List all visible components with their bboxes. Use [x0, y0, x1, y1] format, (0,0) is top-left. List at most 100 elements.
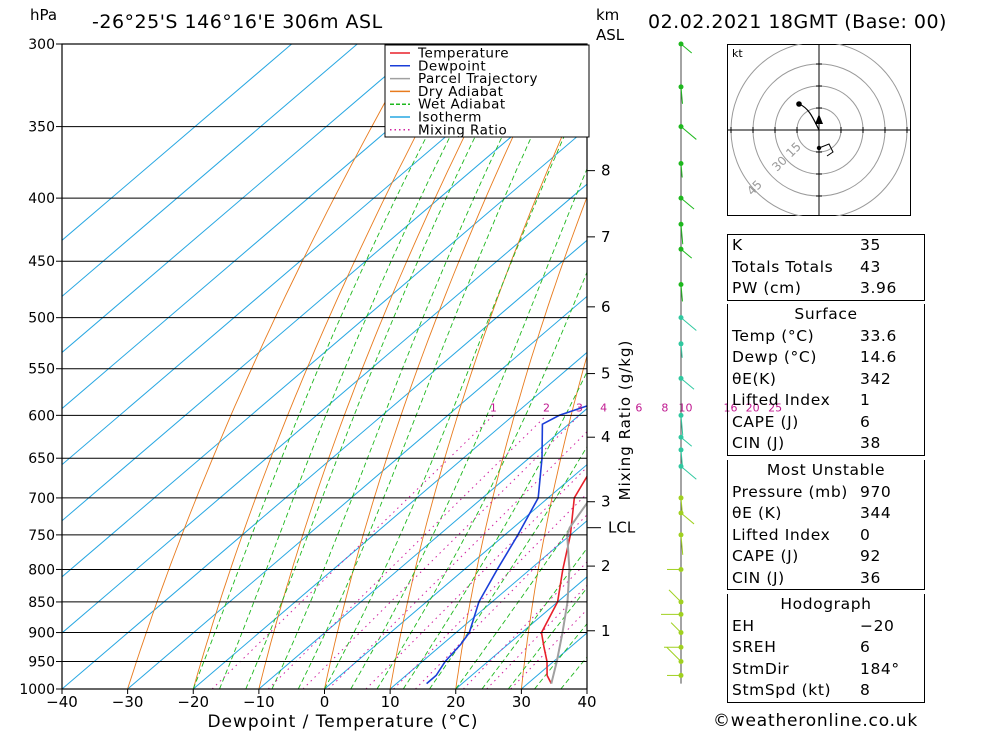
wet-adiabat-line — [192, 44, 476, 689]
row-value: 6 — [860, 412, 871, 431]
surface-row: CAPE (J) 6 — [728, 412, 924, 434]
x-tick-label: −40 — [46, 693, 78, 711]
mixing-ratio-line — [302, 414, 580, 689]
row-value: 0 — [860, 525, 871, 544]
hodograph-storm-motion-marker — [816, 145, 822, 151]
surface-row: θE(K) 342 — [728, 369, 924, 391]
wet-adiabat-line — [507, 587, 587, 689]
isotherm-line — [62, 44, 489, 410]
mixing-ratio-label: 10 — [679, 401, 693, 414]
surface-row: Temp (°C) 33.6 — [728, 326, 924, 348]
height-tick-label: 1 — [601, 622, 611, 640]
wet-adiabat-line — [324, 84, 587, 689]
lcl-label: LCL — [608, 519, 636, 537]
surface-row: Lifted Index 1 — [728, 390, 924, 412]
series-line-parcel-trajectory — [550, 501, 587, 684]
legend-entry-label: Parcel Trajectory — [418, 71, 538, 87]
hodo-table-row: EH −20 — [728, 616, 924, 638]
mixing-ratio-label: 20 — [746, 401, 760, 414]
height-tick-label: 6 — [601, 298, 611, 316]
hodo-table-row: StmDir 184° — [728, 659, 924, 681]
row-label: Lifted Index — [732, 391, 831, 409]
hodo-table-row: SREH 6 — [728, 637, 924, 659]
height-tick-label: 3 — [601, 493, 611, 511]
pressure-tick-label: 1000 — [19, 682, 55, 698]
wind-barb — [680, 497, 683, 512]
pressure-tick-label: 300 — [28, 37, 55, 53]
row-value: 3.96 — [860, 279, 897, 297]
indices-table: K 35 Totals Totals 43 PW (cm) 3.96 — [727, 234, 925, 301]
isotherm-line — [62, 71, 587, 522]
row-value: 36 — [860, 568, 881, 587]
row-value: 6 — [860, 638, 871, 656]
wind-barb — [670, 622, 682, 633]
wet-adiabat-line — [219, 44, 498, 689]
most-unstable-title: Most Unstable — [766, 461, 886, 479]
wind-barb — [680, 43, 693, 54]
legend-entry-label: Wet Adiabat — [418, 97, 506, 113]
row-value: 33.6 — [860, 326, 897, 345]
height-tick-label: 5 — [601, 365, 611, 383]
wind-barb — [680, 126, 697, 140]
isotherm-line — [127, 295, 587, 689]
pressure-tick-label: 400 — [28, 191, 55, 207]
dry-adiabat-line — [967, 44, 1000, 689]
pressure-tick-label: 550 — [28, 362, 55, 378]
row-value: 14.6 — [860, 348, 897, 366]
pressure-tick-label: 950 — [28, 655, 55, 671]
height-tick-label: 7 — [601, 228, 611, 246]
isotherm-line — [62, 44, 555, 466]
row-label: StmSpd (kt) — [732, 681, 832, 699]
mixing-ratio-label: 8 — [661, 401, 668, 414]
row-label: EH — [732, 616, 755, 635]
indices-row: K 35 — [728, 235, 924, 257]
isotherm-line — [62, 127, 587, 578]
row-label: CAPE (J) — [732, 547, 799, 565]
legend-box — [384, 44, 590, 138]
row-value: 8 — [860, 681, 871, 699]
pressure-tick-label: 650 — [28, 451, 55, 467]
row-label: θE(K) — [732, 369, 777, 388]
isotherm-line — [455, 576, 587, 689]
height-unit-asl-label: ASL — [596, 26, 625, 44]
isotherm-line — [389, 520, 587, 689]
row-label: Dewp (°C) — [732, 348, 817, 366]
hodo-table-row: StmSpd (kt) 8 — [728, 680, 924, 702]
wind-barb — [680, 377, 695, 390]
mixing-ratio-label: 1 — [490, 401, 497, 414]
legend-entry-label: Isotherm — [418, 110, 482, 126]
isotherm-line — [258, 407, 587, 689]
most-unstable-row: Lifted Index 0 — [728, 525, 924, 547]
wind-barb — [666, 647, 682, 662]
row-label: K — [732, 236, 743, 254]
hodograph-end-marker — [796, 101, 802, 107]
pressure-tick-label: 700 — [28, 491, 55, 507]
wind-barb — [680, 415, 684, 436]
wet-adiabat-line — [350, 167, 587, 689]
plot-frame — [61, 43, 588, 690]
row-value: 38 — [860, 434, 881, 452]
x-tick-label: 30 — [512, 693, 531, 711]
pressure-tick-label: 900 — [28, 626, 55, 642]
x-tick-label: 40 — [577, 693, 596, 711]
datetime-title: 02.02.2021 18GMT (Base: 00) — [648, 11, 947, 33]
dry-adiabat-line — [192, 44, 465, 689]
row-label: CIN (J) — [732, 568, 785, 587]
wind-barb — [680, 317, 697, 331]
x-tick-label: 0 — [320, 693, 330, 711]
surface-row: CIN (J) 38 — [728, 433, 924, 455]
most-unstable-row: Pressure (mb) 970 — [728, 482, 924, 504]
wind-barb — [680, 449, 683, 467]
most-unstable-table: Most Unstable Pressure (mb) 970 θE (K) 344 L… — [727, 460, 925, 590]
row-label: CIN (J) — [732, 434, 785, 452]
wind-barb — [680, 343, 683, 358]
x-tick-label: 20 — [446, 693, 465, 711]
surface-row: Dewp (°C) 14.6 — [728, 347, 924, 369]
wet-adiabat-line — [481, 547, 587, 689]
x-tick-label: −20 — [177, 693, 209, 711]
row-value: 184° — [860, 659, 900, 678]
isotherm-line — [62, 239, 587, 689]
wet-adiabat-line — [297, 44, 576, 689]
row-label: Totals Totals — [732, 257, 834, 276]
location-title: -26°25'S 146°16'E 306m ASL — [92, 11, 383, 33]
